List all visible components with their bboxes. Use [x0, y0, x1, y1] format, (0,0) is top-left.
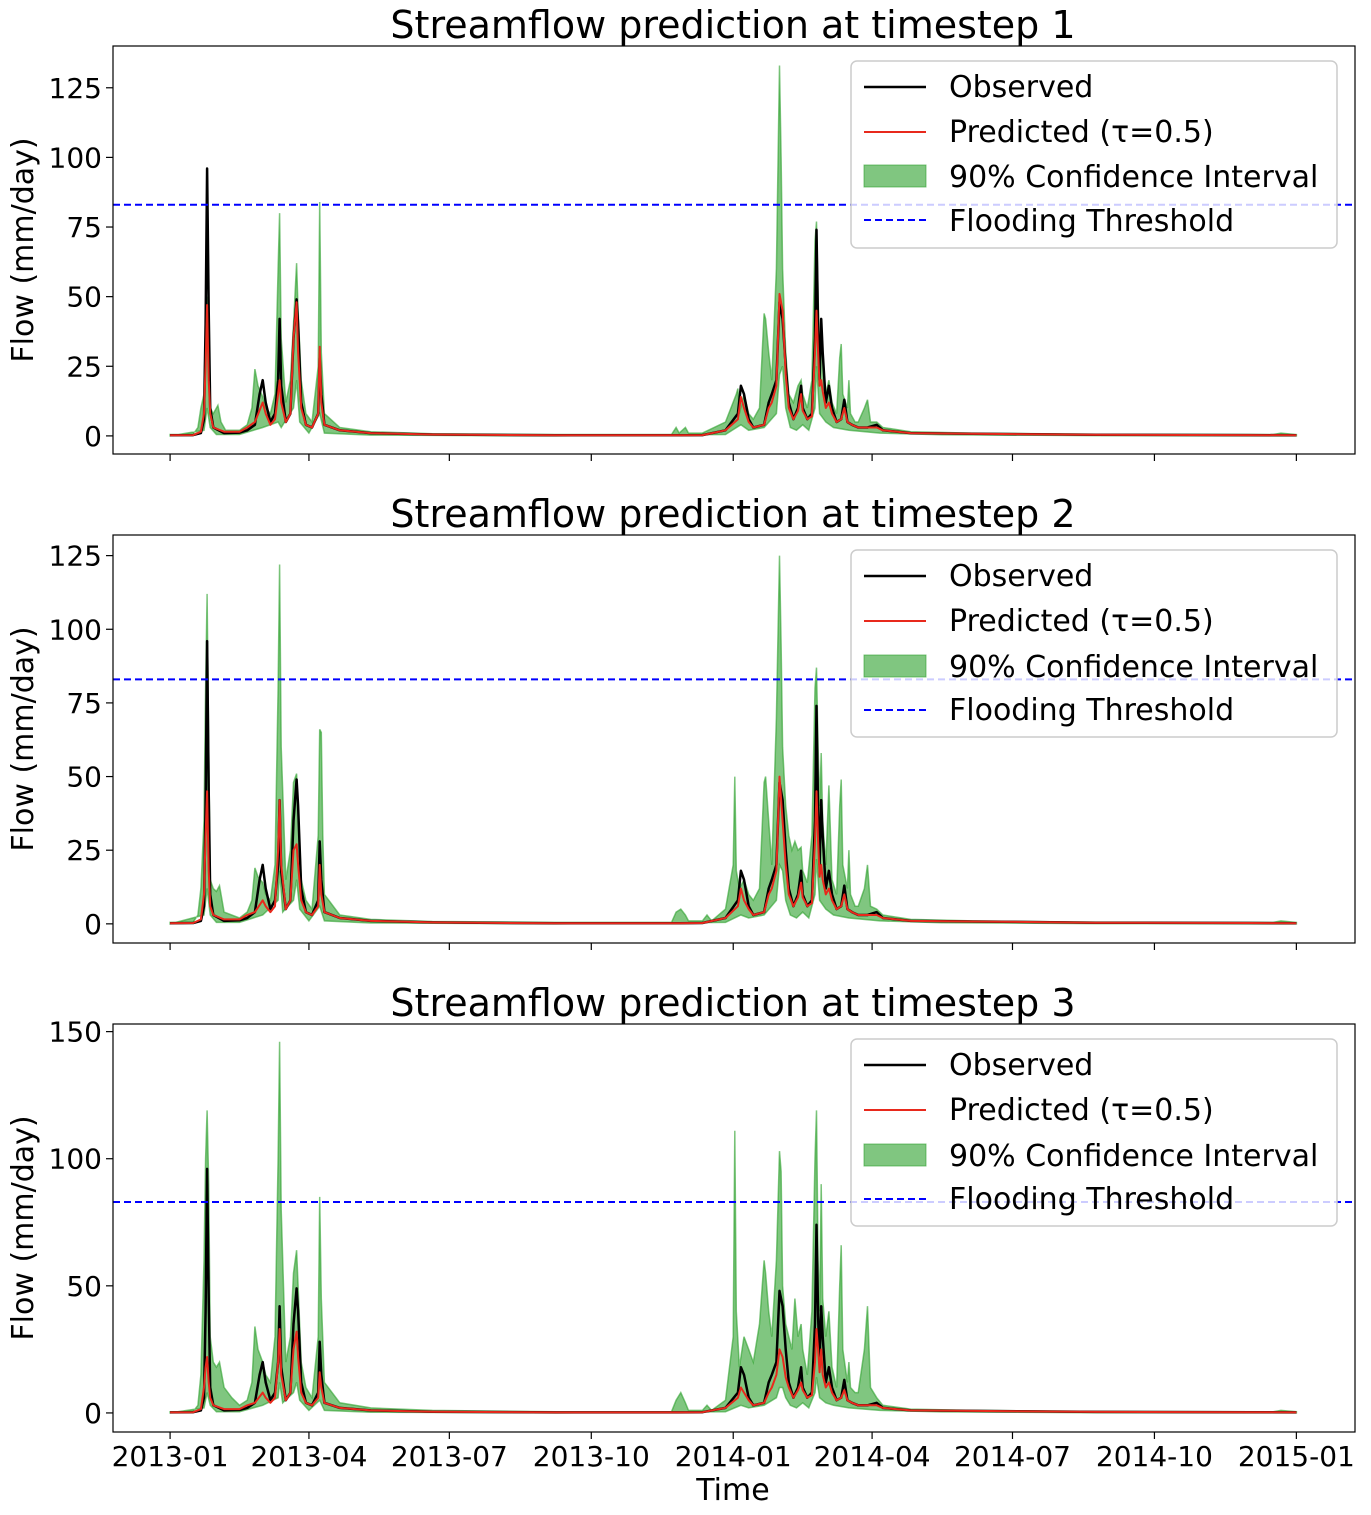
y-tick-label: 0 [84, 1397, 102, 1430]
y-tick-label: 0 [84, 908, 102, 941]
y-tick-label: 100 [49, 141, 102, 174]
y-tick-label: 75 [66, 211, 102, 244]
x-tick-label: 2014-07 [954, 1440, 1071, 1473]
axes-frame [112, 45, 1356, 455]
y-tick-label: 0 [84, 420, 102, 453]
legend: Observed Predicted (τ=0.5) 90% Confidenc… [850, 549, 1338, 738]
y-tick-label: 125 [49, 540, 102, 573]
y-tick-label: 100 [49, 613, 102, 646]
legend: Observed Predicted (τ=0.5) 90% Confidenc… [850, 60, 1338, 249]
x-tick-label: 2013-04 [250, 1440, 367, 1473]
legend-ci-swatch [863, 164, 927, 188]
y-tick-label: 25 [66, 350, 102, 383]
axes-frame [112, 534, 1356, 944]
predicted-line [170, 775, 1297, 925]
predicted-line [170, 1328, 1297, 1414]
panel-title: Streamflow prediction at timestep 3 [390, 981, 1075, 1025]
x-tick-label: 2014-04 [814, 1440, 931, 1473]
legend-frame [850, 549, 1338, 738]
y-tick-label: 150 [49, 1016, 102, 1049]
x-tick-label: 2014-10 [1096, 1440, 1213, 1473]
legend-predicted-label: Predicted (τ=0.5) [949, 115, 1214, 150]
panel-title: Streamflow prediction at timestep 2 [390, 492, 1075, 536]
legend-ci-swatch [863, 654, 927, 678]
x-tick-label: 2013-01 [112, 1440, 229, 1473]
panel-timestep-2: Streamflow prediction at timestep 2 Flow… [6, 492, 1356, 950]
legend-observed-label: Observed [949, 70, 1093, 105]
axes: 0 50 100 150 2013-01 2013-04 2013-07 2013-10 201… [49, 1016, 1356, 1473]
axes: 0 25 50 75 100 125 [49, 534, 1356, 950]
legend-ci-label: 90% Confidence Interval [949, 650, 1318, 685]
legend: Observed Predicted (τ=0.5) 90% Confidenc… [850, 1038, 1338, 1227]
legend-predicted-label: Predicted (τ=0.5) [949, 1093, 1214, 1128]
legend-threshold-label: Flooding Threshold [949, 204, 1234, 239]
legend-frame [850, 60, 1338, 249]
legend-ci-label: 90% Confidence Interval [949, 160, 1318, 195]
legend-observed-label: Observed [949, 1048, 1093, 1083]
y-tick-label: 50 [66, 281, 102, 314]
predicted-line [170, 292, 1297, 437]
x-tick-label: 2015-01 [1238, 1440, 1355, 1473]
y-axis-label: Flow (mm/day) [6, 626, 41, 851]
observed-line [170, 639, 1297, 925]
y-tick-label: 25 [66, 834, 102, 867]
x-tick-label: 2013-10 [533, 1440, 650, 1473]
y-tick-label: 100 [49, 1143, 102, 1176]
y-tick-label: 75 [66, 687, 102, 720]
x-axis-label: Time [695, 1473, 769, 1508]
x-tick-label: 2013-07 [391, 1440, 508, 1473]
observed-line [170, 1167, 1297, 1414]
axes: 0 25 50 75 100 125 [49, 45, 1356, 461]
y-axis-label: Flow (mm/day) [6, 1115, 41, 1340]
observed-line [170, 167, 1297, 437]
panel-title: Streamflow prediction at timestep 1 [390, 3, 1075, 47]
axes-frame [112, 1023, 1356, 1433]
legend-predicted-label: Predicted (τ=0.5) [949, 604, 1214, 639]
legend-ci-label: 90% Confidence Interval [949, 1139, 1318, 1174]
legend-observed-label: Observed [949, 559, 1093, 594]
y-tick-label: 50 [66, 761, 102, 794]
legend-frame [850, 1038, 1338, 1227]
x-tick-label: 2014-01 [675, 1440, 792, 1473]
y-axis-label: Flow (mm/day) [6, 137, 41, 362]
panel-timestep-3: Streamflow prediction at timestep 3 Flow… [6, 981, 1356, 1473]
legend-threshold-label: Flooding Threshold [949, 1182, 1234, 1217]
y-tick-label: 50 [66, 1270, 102, 1303]
legend-threshold-label: Flooding Threshold [949, 693, 1234, 728]
panel-timestep-1: Streamflow prediction at timestep 1 Flow… [6, 3, 1356, 461]
legend-ci-swatch [863, 1143, 927, 1167]
y-tick-label: 125 [49, 72, 102, 105]
